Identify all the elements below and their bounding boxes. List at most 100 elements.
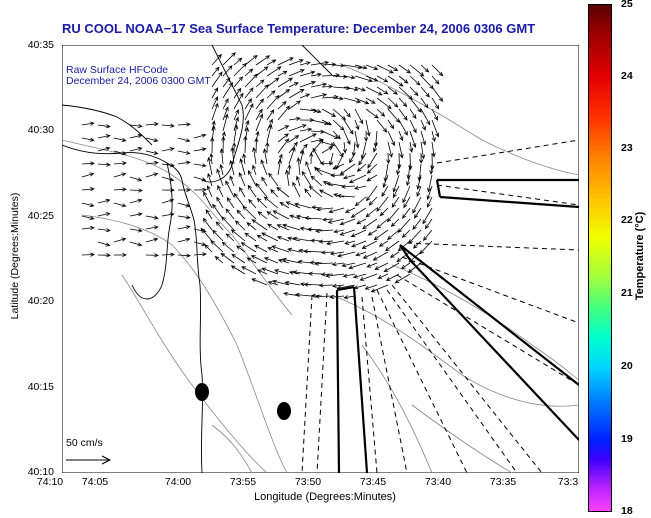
- current-vector: [409, 75, 421, 86]
- current-vector: [321, 146, 334, 154]
- current-vector: [301, 170, 312, 187]
- current-vector: [412, 218, 422, 230]
- current-vector: [309, 152, 314, 165]
- current-vector: [233, 92, 244, 110]
- x-tick-label: 74:10: [36, 476, 64, 488]
- current-vector: [389, 251, 400, 258]
- current-vector: [431, 64, 444, 77]
- current-vector: [113, 161, 127, 166]
- current-vector: [387, 75, 404, 87]
- current-vector: [368, 196, 378, 206]
- current-vector: [97, 124, 111, 129]
- current-vector: [431, 141, 436, 158]
- current-vector: [252, 164, 257, 176]
- current-vector: [385, 273, 400, 281]
- x-tick-label: 73:40: [424, 476, 452, 488]
- current-vector: [177, 202, 191, 208]
- current-vector: [222, 106, 229, 121]
- current-vector: [292, 236, 312, 242]
- current-vector: [230, 229, 246, 242]
- current-vector: [390, 218, 400, 228]
- current-vector: [177, 122, 191, 127]
- current-vector: [272, 210, 290, 220]
- current-vector: [211, 53, 222, 66]
- current-vector: [145, 122, 159, 127]
- current-vector: [364, 130, 369, 143]
- current-vector: [402, 185, 411, 204]
- current-vector: [236, 209, 246, 220]
- current-vector: [211, 96, 218, 110]
- bathymetry-contours: [62, 64, 579, 473]
- current-vector: [420, 119, 426, 131]
- current-vector: [239, 158, 246, 176]
- current-vector: [310, 175, 323, 187]
- colorbar-tick: 21: [621, 287, 633, 299]
- current-vector: [129, 228, 143, 233]
- current-vector: [193, 187, 207, 192]
- current-vector: [348, 262, 367, 270]
- current-vector: [328, 152, 334, 166]
- inset-line-2: December 24, 2006 0300 GMT: [66, 75, 211, 87]
- current-vector: [420, 130, 427, 146]
- current-vector: [387, 64, 399, 72]
- current-vector: [318, 189, 334, 198]
- current-vector: [277, 77, 293, 88]
- current-vector: [397, 152, 402, 170]
- current-vector: [230, 146, 235, 165]
- plot-frame: [62, 45, 579, 473]
- current-vector: [376, 64, 394, 74]
- current-vector: [248, 198, 257, 209]
- current-vector: [221, 216, 235, 231]
- current-vector: [214, 256, 224, 264]
- current-vector: [339, 229, 356, 236]
- y-tick-label: 40:10: [27, 466, 54, 478]
- current-vector: [274, 269, 290, 275]
- current-vector: [292, 181, 301, 198]
- current-vector: [322, 217, 334, 222]
- current-vector: [398, 86, 413, 100]
- current-vector: [299, 80, 316, 88]
- current-vector: [129, 133, 143, 139]
- current-vector: [248, 169, 257, 187]
- current-vector: [97, 146, 111, 152]
- current-vector: [81, 225, 95, 231]
- current-vector: [287, 236, 301, 242]
- current-vector: [366, 174, 378, 182]
- current-vector: [339, 218, 356, 226]
- y-tick-label: 40:25: [27, 210, 54, 222]
- current-vector: [271, 245, 290, 253]
- current-vector: [233, 192, 246, 209]
- current-vector: [145, 215, 159, 220]
- current-vector: [331, 283, 345, 288]
- current-vector: [420, 97, 429, 109]
- current-vector: [295, 175, 301, 187]
- current-vector: [412, 240, 422, 249]
- colorbar-tick: 22: [621, 214, 633, 226]
- current-vector: [372, 251, 389, 261]
- current-vector: [406, 174, 411, 187]
- current-vector: [288, 88, 305, 99]
- current-vector: [225, 208, 235, 220]
- current-vector: [263, 257, 279, 264]
- current-vector: [206, 185, 213, 198]
- current-vector: [332, 108, 347, 121]
- current-vector: [209, 152, 214, 165]
- current-vector: [129, 188, 143, 193]
- current-vector: [113, 172, 127, 178]
- current-vector: [255, 98, 264, 110]
- current-vector: [145, 172, 159, 178]
- current-vector: [303, 249, 323, 254]
- current-vector: [365, 75, 379, 82]
- current-vector: [409, 141, 414, 153]
- current-vector: [292, 270, 312, 275]
- current-vector: [409, 97, 422, 113]
- current-vector: [362, 251, 378, 259]
- current-vector: [267, 281, 279, 286]
- current-vector: [255, 182, 268, 198]
- current-vector: [255, 108, 263, 121]
- current-vector: [287, 163, 292, 176]
- current-vector: [244, 54, 258, 66]
- current-vector: [244, 87, 254, 99]
- current-vector: [145, 160, 159, 166]
- current-vector: [367, 152, 378, 169]
